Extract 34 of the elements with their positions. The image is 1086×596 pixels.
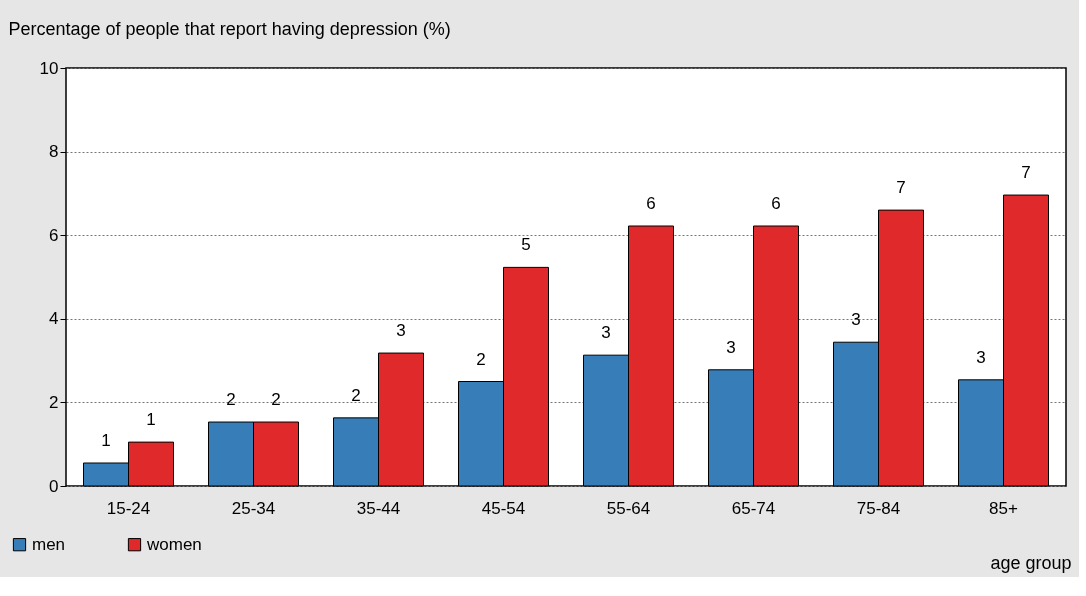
- data-label: 5: [521, 235, 531, 255]
- data-label: 7: [896, 178, 906, 198]
- data-label: 6: [646, 194, 656, 213]
- data-label: 3: [976, 347, 986, 367]
- y-tick-label: 6: [49, 225, 59, 245]
- data-label: 2: [476, 349, 486, 369]
- y-tick-label: 10: [39, 58, 59, 78]
- data-label: 1: [101, 431, 111, 451]
- data-label: 1: [146, 410, 156, 430]
- data-label: 6: [771, 194, 781, 213]
- data-label: 2: [226, 390, 236, 410]
- x-tick-label: 35-44: [356, 498, 401, 518]
- x-tick-label: 25-34: [231, 498, 276, 518]
- y-tick-label: 2: [49, 392, 59, 412]
- y-tick-label: 0: [49, 476, 59, 496]
- data-label: 3: [726, 337, 736, 357]
- data-label: 2: [351, 385, 361, 405]
- x-tick-label: 75-84: [856, 498, 901, 518]
- data-label: 2: [271, 390, 281, 410]
- data-label: 3: [396, 321, 406, 341]
- y-tick-label: 8: [49, 142, 59, 162]
- x-tick-label: 85+: [989, 498, 1018, 518]
- x-tick-label: 55-64: [606, 498, 651, 518]
- x-tick-label: 65-74: [731, 498, 776, 518]
- data-label: 7: [1021, 163, 1031, 183]
- x-tick-label: 15-24: [106, 498, 151, 518]
- legend-label: women: [146, 534, 202, 554]
- data-label: 3: [851, 310, 861, 330]
- x-axis-title: age group: [990, 552, 1072, 573]
- y-axis-title: Percentage of people that report having depression (%): [8, 18, 451, 39]
- data-label: 3: [601, 323, 611, 343]
- y-tick-label: 4: [49, 309, 59, 329]
- x-tick-label: 45-54: [481, 498, 526, 518]
- legend-label: men: [32, 534, 66, 554]
